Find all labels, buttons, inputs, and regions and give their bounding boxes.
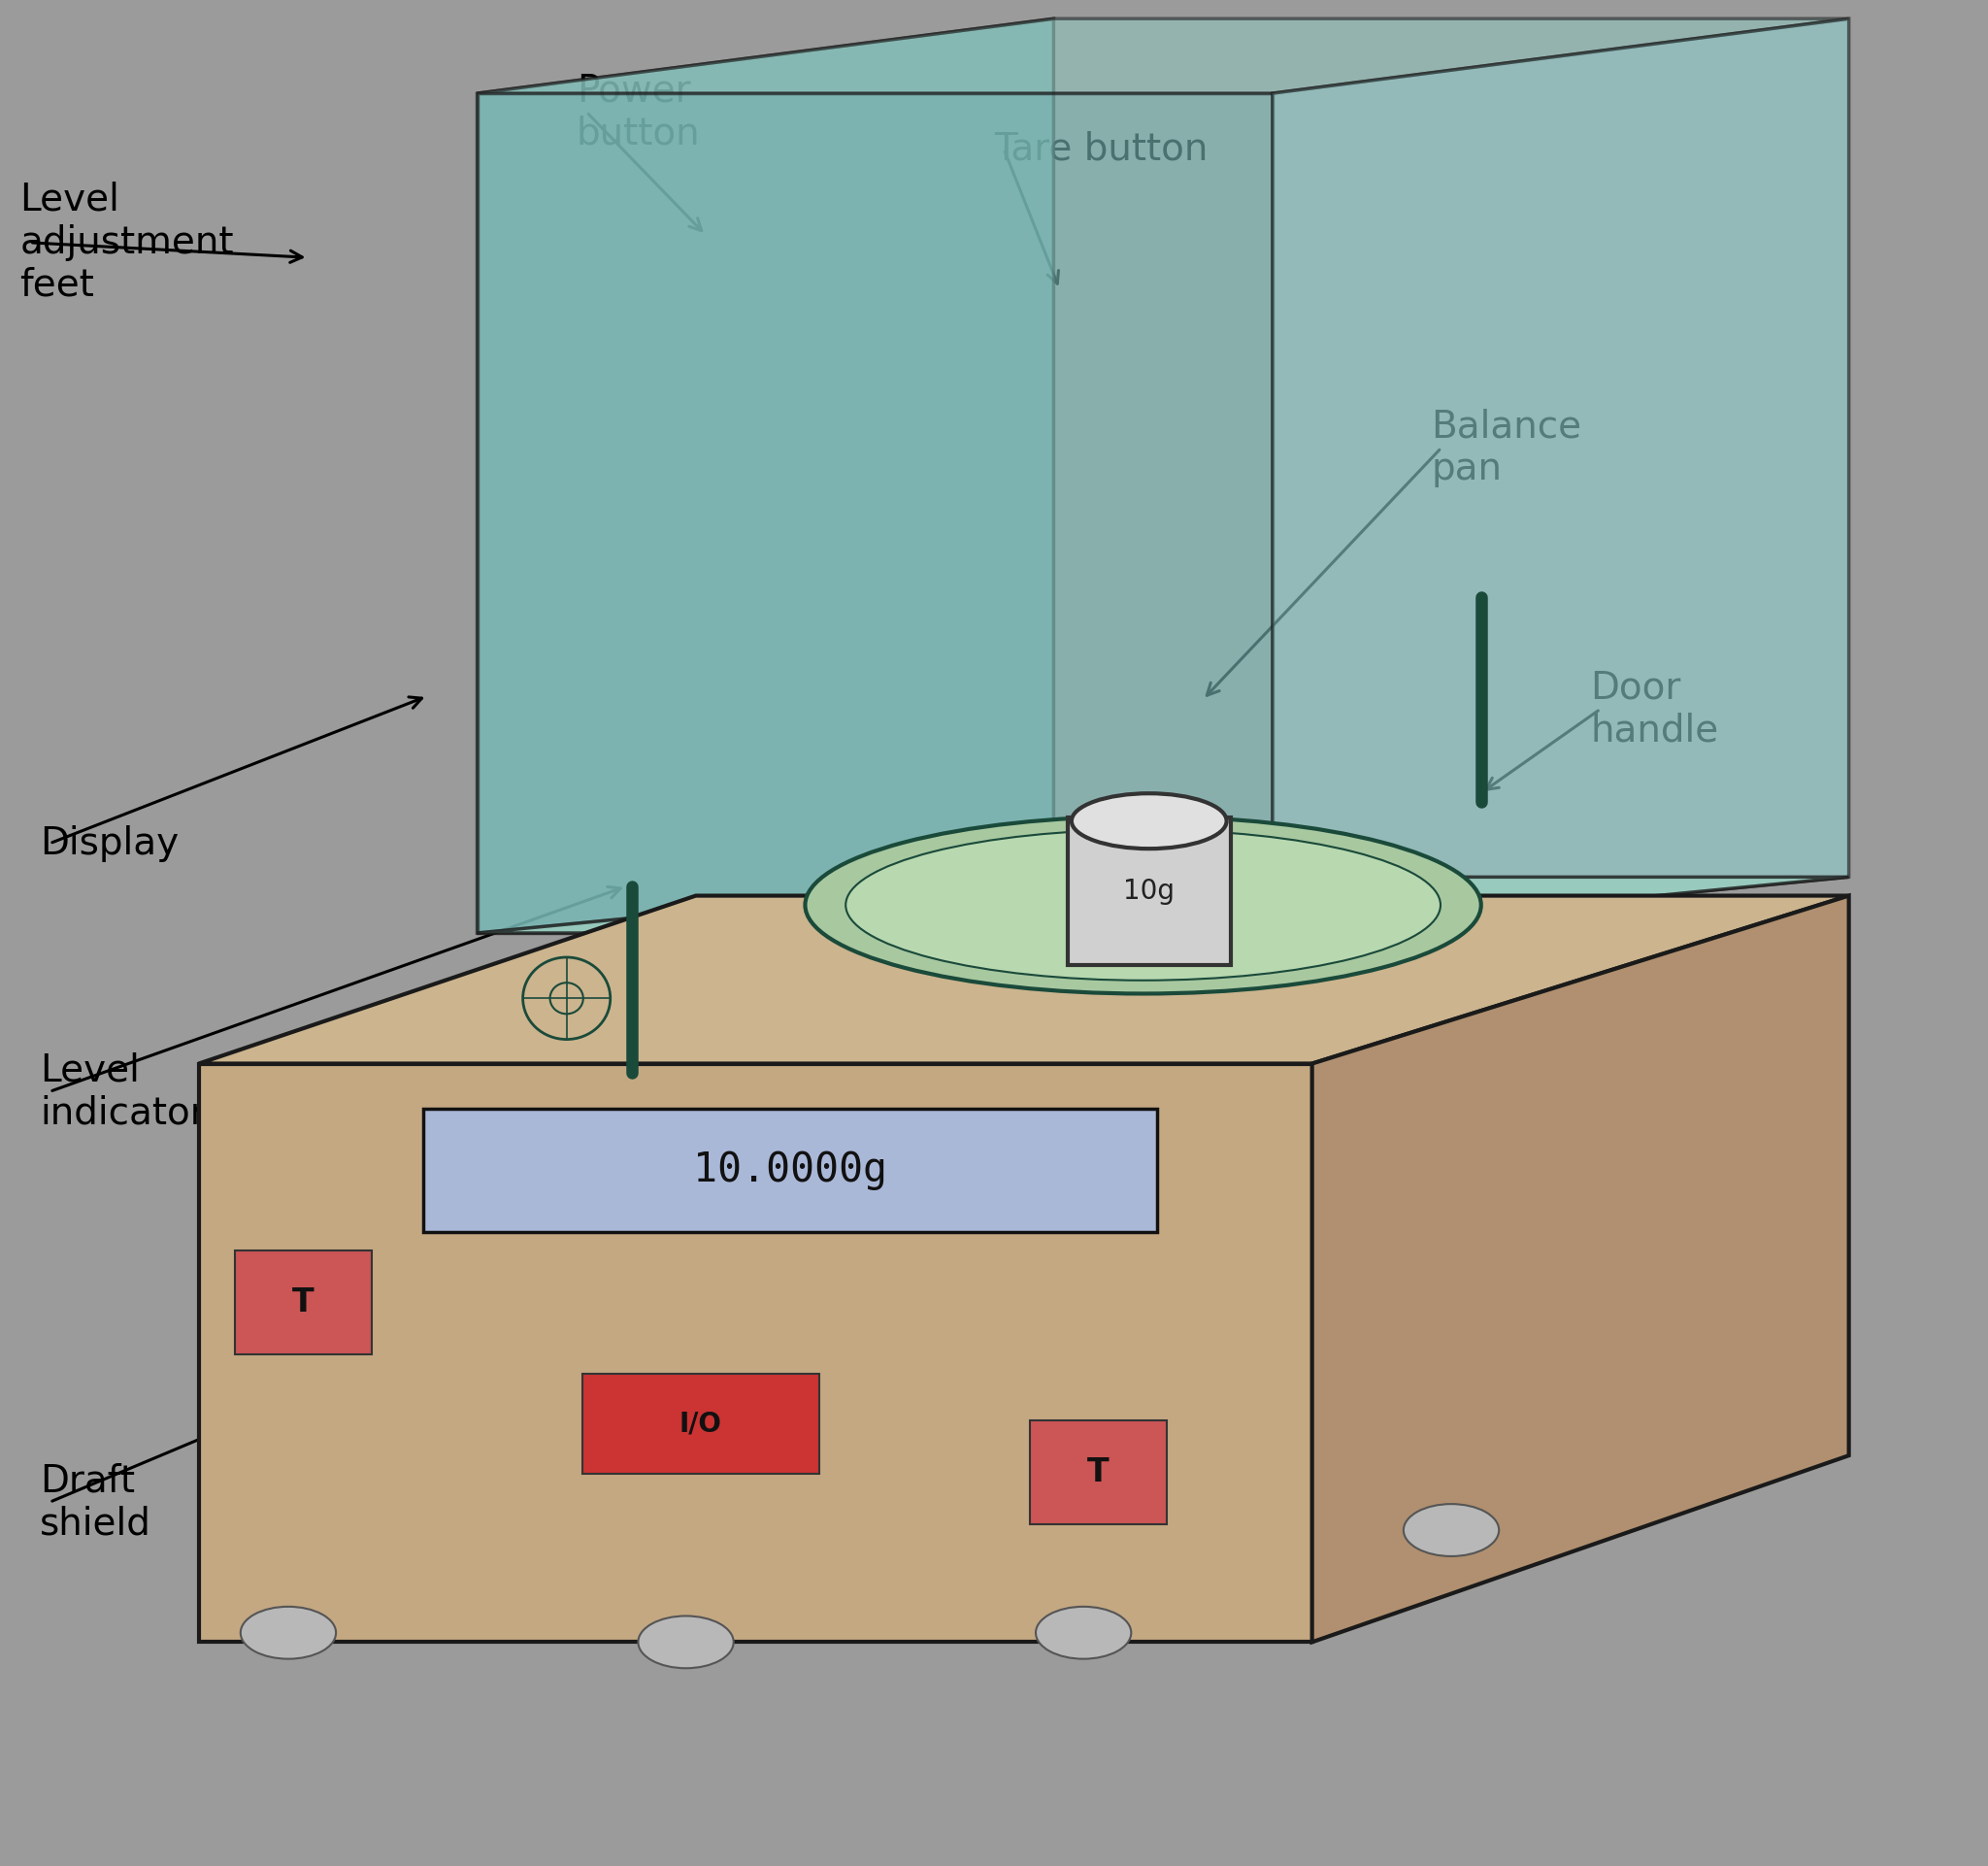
Polygon shape: [1312, 896, 1849, 1642]
Text: Door
handle: Door handle: [1590, 670, 1720, 748]
Polygon shape: [477, 19, 1054, 933]
Polygon shape: [477, 877, 1849, 933]
Text: 10g: 10g: [1123, 877, 1175, 905]
Polygon shape: [477, 93, 1272, 933]
FancyBboxPatch shape: [1030, 1420, 1167, 1525]
Polygon shape: [477, 19, 1849, 93]
Text: Level
indicator: Level indicator: [40, 1052, 205, 1131]
Ellipse shape: [1036, 1607, 1131, 1659]
Text: Balance
pan: Balance pan: [1431, 409, 1582, 487]
Text: Level
adjustment
feet: Level adjustment feet: [20, 181, 235, 304]
FancyBboxPatch shape: [1068, 817, 1231, 965]
Ellipse shape: [1404, 1504, 1499, 1556]
Polygon shape: [199, 1064, 1312, 1642]
Text: Tare button: Tare button: [994, 131, 1209, 168]
Text: T: T: [1087, 1455, 1109, 1489]
Text: Draft
shield: Draft shield: [40, 1463, 151, 1541]
Ellipse shape: [241, 1607, 336, 1659]
FancyBboxPatch shape: [582, 1373, 819, 1474]
Polygon shape: [1272, 19, 1849, 933]
Text: T: T: [292, 1286, 314, 1319]
Text: 10.0000g: 10.0000g: [694, 1149, 887, 1191]
Ellipse shape: [845, 830, 1441, 980]
Ellipse shape: [805, 817, 1481, 993]
Polygon shape: [199, 896, 1849, 1064]
Text: I/O: I/O: [680, 1411, 722, 1437]
Ellipse shape: [1072, 793, 1227, 849]
FancyBboxPatch shape: [423, 1108, 1157, 1232]
Text: Display: Display: [40, 825, 179, 862]
FancyBboxPatch shape: [235, 1250, 372, 1355]
Text: Power
button: Power button: [577, 73, 700, 151]
Ellipse shape: [638, 1616, 734, 1668]
